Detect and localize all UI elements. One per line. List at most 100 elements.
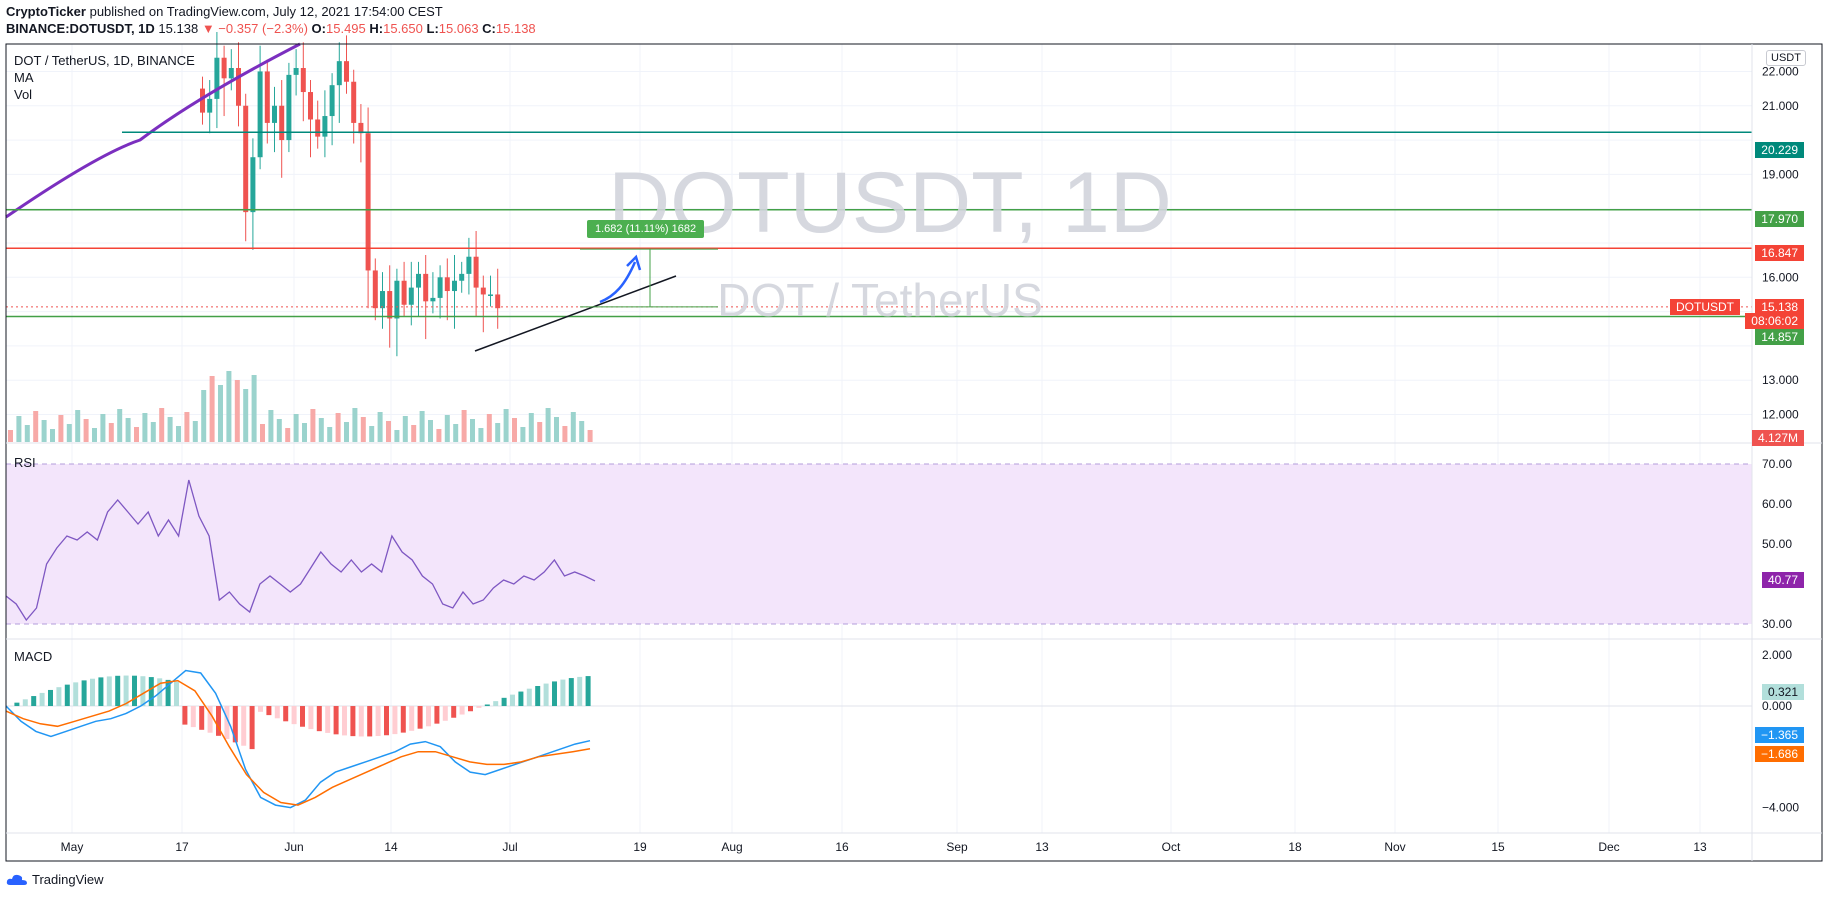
y-tick-label: 22.000 (1762, 64, 1799, 78)
signal-line (5, 679, 591, 806)
tradingview-brand: TradingView (32, 872, 104, 887)
x-tick-label: 13 (1035, 840, 1049, 854)
open-label: O: (311, 21, 326, 36)
volume-bars (8, 371, 593, 442)
currency-button[interactable]: USDT (1766, 50, 1806, 66)
macd-histogram-bar (216, 706, 221, 736)
macd-histogram-bar (342, 706, 347, 736)
candle-body (300, 68, 306, 93)
published-text: published on TradingView.com, July 12, 2… (89, 4, 443, 19)
volume-bar (579, 421, 585, 442)
volume-bar (453, 424, 459, 442)
volume-bar (251, 375, 257, 442)
macd-histogram-bar (140, 676, 146, 707)
macd-histogram-bar (300, 706, 305, 727)
macd-histogram-bar (258, 706, 263, 712)
macd-histogram-bar (426, 706, 431, 727)
candle-body (423, 273, 429, 302)
volume-bar (142, 413, 148, 442)
x-tick-label: 17 (175, 840, 189, 854)
candle-body (221, 57, 227, 79)
low-label: L: (426, 21, 439, 36)
volume-bar (260, 424, 265, 442)
x-tick-label: 14 (384, 840, 398, 854)
rsi-tick-label: 30.00 (1762, 617, 1792, 631)
macd-histogram-bar (207, 706, 213, 733)
rsi-label[interactable]: RSI (14, 455, 36, 470)
badge-level-top: 20.229 (1755, 142, 1804, 158)
volume-bar (318, 418, 324, 442)
macd-histogram-bar (148, 677, 154, 707)
price-levels[interactable] (6, 131, 1752, 318)
volume-bar (184, 412, 190, 442)
macd-histogram-bar (577, 676, 583, 707)
volume-bar (528, 413, 534, 442)
candle-body (466, 256, 472, 274)
legend-title[interactable]: DOT / TetherUS, 1D, BINANCE (14, 53, 195, 68)
volume-bar (411, 425, 417, 442)
volume-bar (570, 412, 576, 442)
legend-ma[interactable]: MA (14, 70, 34, 85)
candle-body (416, 273, 421, 288)
legend-vol[interactable]: Vol (14, 87, 33, 102)
rsi-fill (6, 464, 1752, 624)
volume-bar (335, 413, 341, 442)
macd-histogram-bar (232, 706, 238, 743)
candle-body (228, 68, 234, 79)
macd-tick-label: −4.000 (1762, 801, 1799, 815)
macd-histogram-bar (518, 691, 524, 707)
macd-histogram-bar (434, 706, 440, 724)
candle-body (380, 291, 385, 309)
candle-body (214, 57, 220, 99)
macd-histogram-bar (442, 706, 448, 721)
macd-histogram-bar (510, 694, 515, 707)
ohlc-header: BINANCE:DOTUSDT, 1D 15.138 ▼ −0.357 (−2.… (6, 21, 536, 36)
volume-bar (285, 428, 291, 442)
macd-histogram-bar (266, 706, 272, 716)
macd-histogram-bar (358, 706, 364, 737)
macd-histogram-bar (39, 692, 45, 707)
volume-bar (503, 409, 509, 442)
candle-body (372, 270, 378, 309)
candles (200, 31, 501, 357)
candle-body (315, 119, 321, 137)
x-tick-label: Aug (721, 840, 742, 854)
candle-body (336, 61, 342, 86)
volume-bar (293, 414, 299, 442)
high-value: 15.650 (383, 21, 423, 36)
volume-bar (470, 419, 475, 442)
rsi-tick-label: 70.00 (1762, 457, 1792, 471)
volume-bar (83, 419, 89, 442)
volume-bar (33, 411, 39, 442)
macd-label[interactable]: MACD (14, 649, 53, 664)
volume-bar (562, 426, 568, 442)
grid (6, 44, 1752, 833)
volume-bar (192, 421, 198, 442)
candle-body (430, 297, 436, 302)
macd-histogram-bar (526, 688, 532, 707)
last-price: 15.138 (158, 21, 199, 36)
candle-body (279, 105, 285, 141)
volume-bar (108, 423, 114, 442)
macd-pane (5, 669, 1752, 809)
volume-bar (377, 412, 383, 442)
volume-bar (554, 417, 559, 442)
projection-arrow (599, 261, 637, 304)
publisher-name[interactable]: CryptoTicker (6, 4, 86, 19)
volume-bar (428, 420, 433, 442)
volume-bar (587, 430, 593, 442)
macd-histogram-bar (56, 687, 62, 707)
chart-frame (5, 43, 1823, 862)
drawings[interactable] (474, 248, 718, 352)
macd-histogram-bar (115, 675, 121, 707)
x-tick-label: 15 (1491, 840, 1505, 854)
volume-bar (394, 430, 400, 442)
volume-bar (512, 418, 517, 442)
x-tick-label: May (61, 840, 84, 854)
volume-bar (486, 414, 492, 442)
tradingview-logo[interactable]: TradingView (6, 872, 104, 887)
rsi-line (5, 479, 596, 622)
rsi-pane (5, 479, 596, 622)
candle-body (480, 287, 486, 295)
